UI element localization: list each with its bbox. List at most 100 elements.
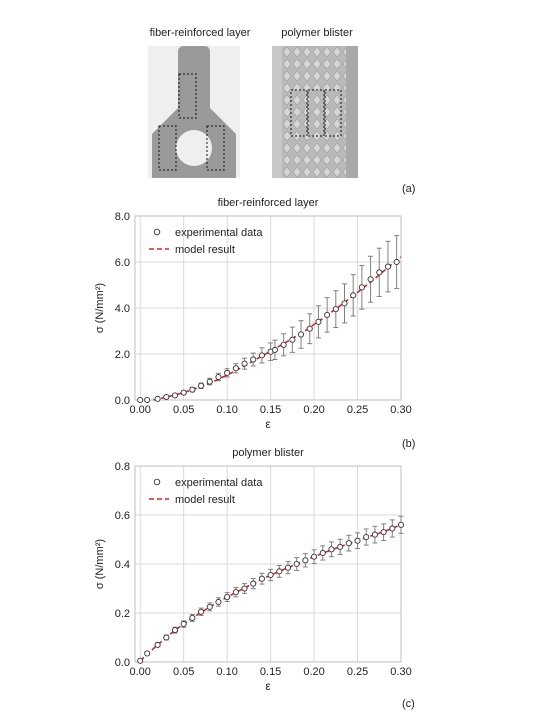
x-tick-label: 0.20: [303, 666, 324, 678]
y-tick-label: 4.0: [115, 303, 130, 315]
data-point: [389, 525, 396, 532]
data-point: [241, 585, 248, 592]
data-point: [154, 641, 161, 648]
x-tick-label: 0.25: [347, 666, 368, 678]
data-point: [397, 521, 405, 528]
data-point: [215, 373, 222, 381]
data-point: [384, 263, 392, 270]
data-point: [137, 396, 144, 404]
y-tick-label: 2.0: [115, 349, 130, 361]
panel-label-c: (c): [402, 698, 415, 710]
y-axis-label: σ (N/mm²): [95, 283, 106, 333]
polymer-blister-image: [272, 46, 358, 178]
chart-title: fiber-reinforced layer: [218, 197, 319, 209]
data-point: [311, 553, 318, 560]
data-point: [144, 396, 151, 404]
y-tick-label: 0.4: [115, 559, 130, 571]
data-point: [337, 543, 344, 550]
data-point: [293, 560, 300, 568]
data-point: [258, 575, 265, 582]
legend-label-model: model result: [175, 494, 235, 506]
x-axis-label: ε: [265, 679, 271, 693]
x-tick-label: 0.00: [130, 666, 151, 678]
x-tick-label: 0.30: [390, 404, 411, 416]
data-point: [137, 657, 144, 664]
data-point: [315, 318, 322, 325]
panel-label-a: (a): [402, 183, 416, 195]
y-tick-label: 0.8: [115, 461, 130, 473]
data-point: [180, 620, 187, 628]
data-point: [328, 546, 335, 553]
y-tick-label: 0.0: [115, 657, 130, 669]
x-axis-label: ε: [265, 417, 271, 431]
data-point: [276, 568, 283, 575]
model-result-line: [153, 256, 402, 401]
data-point: [380, 529, 387, 536]
data-point: [271, 346, 279, 353]
data-point: [341, 300, 348, 307]
x-tick-label: 0.05: [173, 666, 194, 678]
data-point: [189, 386, 196, 393]
image-right-title: polymer blister: [281, 27, 353, 39]
data-point: [163, 393, 170, 401]
chart-polymer-blister: polymer blister 0.00 0.05 0.10 0.15 0.20 0.25 0…: [95, 447, 412, 693]
data-point: [267, 571, 274, 579]
legend-label-experimental: experimental data: [175, 227, 263, 239]
data-point: [280, 341, 287, 348]
data-point: [224, 594, 231, 601]
fiber-reinforced-specimen-image: [148, 46, 240, 178]
data-point: [358, 284, 365, 291]
data-point: [258, 352, 265, 359]
x-tick-label: 0.15: [260, 404, 281, 416]
x-tick-label: 0.00: [130, 404, 151, 416]
data-point: [297, 331, 305, 338]
y-tick-label: 0.2: [115, 608, 130, 620]
y-tick-label: 6.0: [115, 257, 130, 269]
data-point: [154, 395, 161, 402]
data-point: [180, 389, 187, 396]
x-tick-label: 0.10: [216, 404, 237, 416]
data-point: [393, 258, 400, 266]
data-point: [171, 392, 179, 399]
plot-area: [134, 215, 402, 401]
data-point: [171, 627, 179, 634]
data-point: [250, 580, 257, 587]
data-point: [232, 589, 239, 596]
data-point: [306, 325, 313, 332]
chart-fiber-reinforced-layer: fiber-reinforced layer 0.00 0.05 0.10 0.15 0.…: [95, 197, 412, 431]
data-point: [345, 540, 352, 547]
data-point: [371, 531, 378, 538]
data-point: [350, 292, 357, 299]
data-point: [198, 382, 205, 389]
data-point: [332, 306, 339, 313]
data-point: [363, 534, 370, 541]
panel-label-b: (b): [402, 438, 416, 450]
y-tick-label: 0.6: [115, 510, 130, 522]
data-point: [232, 365, 239, 372]
legend-label-experimental: experimental data: [175, 477, 263, 489]
data-point: [354, 537, 361, 544]
x-tick-label: 0.30: [390, 666, 411, 678]
data-point: [189, 614, 196, 621]
x-tick-label: 0.20: [303, 404, 324, 416]
data-point: [319, 549, 326, 557]
data-point: [284, 564, 292, 571]
data-point: [289, 336, 296, 343]
data-point: [163, 634, 170, 641]
legend-marker-experimental: [153, 228, 161, 236]
legend-label-model: model result: [175, 244, 235, 256]
data-point: [206, 603, 213, 610]
y-tick-label: 8.0: [115, 211, 130, 223]
data-point: [144, 650, 151, 657]
data-point: [241, 360, 248, 367]
data-point: [224, 369, 231, 376]
y-tick-label: 0.0: [115, 395, 130, 407]
y-axis-label: σ (N/mm²): [95, 539, 106, 589]
image-left-title: fiber-reinforced layer: [149, 27, 251, 39]
chart-title: polymer blister: [232, 447, 304, 459]
data-point: [206, 378, 213, 385]
plot-area: [134, 465, 402, 663]
x-tick-label: 0.25: [347, 404, 368, 416]
data-point: [367, 276, 374, 283]
data-point: [250, 356, 257, 363]
